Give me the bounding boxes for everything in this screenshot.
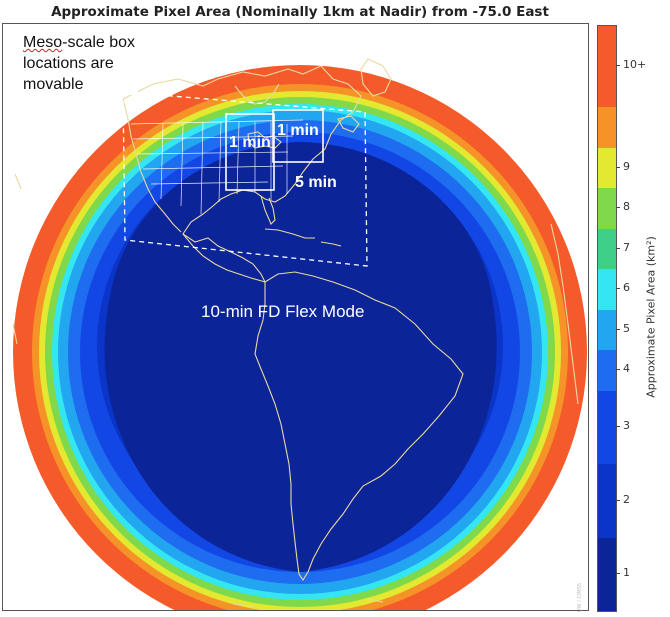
coastline-caribbean [264, 228, 342, 247]
colorbar-bin-8 [598, 187, 616, 229]
earth-disk-map [12, 58, 587, 610]
coastlines [12, 58, 579, 607]
coastline-west-north-america [122, 98, 182, 233]
colorbar-bin-5 [598, 309, 616, 351]
colorbar [597, 25, 617, 612]
coastline-antarctic-islands [232, 598, 384, 607]
coastline-north-america [122, 65, 362, 283]
colorbar-bin-1 [598, 537, 616, 612]
colorbar-tick [616, 207, 620, 209]
coastline-florida [260, 195, 276, 225]
colorbar-bin-6 [598, 268, 616, 310]
colorbar-bin-2 [598, 463, 616, 538]
colorbar-label-8: 8 [623, 200, 630, 214]
meso-note-line-1-rest: -scale box [62, 34, 136, 51]
coastline-newfoundland [337, 115, 360, 133]
conus-scan-box [122, 91, 368, 267]
meso-box-2 [272, 109, 324, 163]
coastline-africa [550, 223, 579, 405]
meso-box-1 [225, 113, 275, 191]
meso-note-squiggle: Meso [23, 34, 63, 51]
coastline-greenland [360, 58, 392, 97]
meso-box-1-label: 1 min [229, 134, 271, 151]
colorbar-tick [616, 328, 620, 330]
colorbar-label-3: 3 [623, 419, 630, 433]
full-disk-label: 10-min FD Flex Mode [201, 302, 365, 321]
colorbar-title: Approximate Pixel Area (km²) [644, 236, 658, 398]
colorbar-label-9: 9 [623, 159, 630, 173]
colorbar-tick [616, 166, 620, 168]
colorbar-tick [616, 247, 620, 249]
colorbar-tick [616, 65, 620, 67]
coastline-pacific-islands [12, 173, 22, 345]
colorbar-label-7: 7 [623, 240, 630, 254]
colorbar-tick [616, 288, 620, 290]
colorbar-bin-3 [598, 390, 616, 465]
meso-note-line-3: movable [23, 76, 84, 93]
colorbar-label-4: 4 [623, 362, 630, 375]
colorbar-label-10+: 10+ [623, 58, 647, 72]
colorbar-label-2: 2 [623, 492, 630, 506]
colorbar-tick [616, 573, 620, 575]
colorbar-label-1: 1 [623, 566, 630, 580]
colorbar-tick [616, 426, 620, 428]
map-title: Approximate Pixel Area (Nominally 1km at… [51, 4, 549, 20]
ring-1-core [104, 142, 497, 572]
colorbar-tick [616, 499, 620, 501]
colorbar-bin-9 [598, 147, 616, 189]
meso-note-line-2: locations are [23, 55, 114, 72]
coastline-great-lakes [247, 131, 282, 149]
colorbar-tick [616, 369, 620, 370]
credit-text: UW / CIMSS [577, 582, 583, 612]
colorbar-label-6: 6 [623, 281, 630, 295]
colorbar-bin-7 [598, 228, 616, 270]
colorbar-label-5: 5 [623, 321, 630, 335]
colorbar-bin-4 [598, 349, 616, 391]
colorbar-bin-11 [598, 26, 616, 108]
map-frame: 1 min 1 min 5 min 10-min FD Flex Mode UW… [2, 23, 589, 612]
meso-box-2-label: 1 min [277, 122, 319, 139]
conus-label: 5 min [295, 174, 337, 191]
colorbar-bin-10 [598, 106, 616, 148]
meso-movable-note: Meso-scale box locations are movable [20, 32, 139, 95]
coastline-south-america [254, 271, 464, 582]
